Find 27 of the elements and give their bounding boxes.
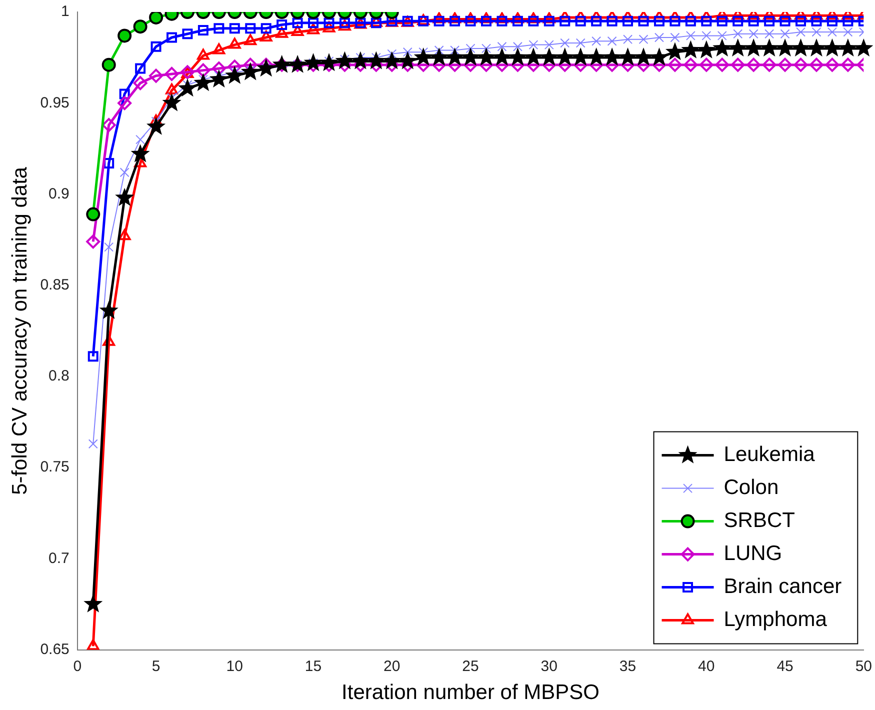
x-tick-label: 35 (619, 658, 636, 675)
x-tick-label: 30 (540, 658, 558, 675)
x-tick-label: 15 (304, 658, 322, 675)
y-tick-label: 0.95 (40, 94, 70, 112)
y-tick-label: 0.9 (48, 185, 70, 202)
x-tick-label: 20 (384, 658, 400, 675)
y-tick-label: 0.8 (48, 368, 70, 385)
legend-label: Lymphoma (724, 608, 828, 632)
x-axis-title: Iteration number of MBPSO (342, 681, 600, 704)
y-tick-label: 0.75 (40, 458, 70, 476)
y-tick-label: 0.7 (48, 550, 70, 567)
legend-label: LUNG (724, 542, 782, 566)
x-tick-label: 10 (226, 658, 243, 675)
legend-label: SRBCT (724, 509, 796, 532)
x-tick-label: 45 (776, 658, 794, 675)
x-tick-label: 5 (152, 658, 160, 675)
legend-label: Colon (724, 476, 779, 500)
y-axis-title: 5-fold CV accuracy on training data (8, 166, 32, 495)
legend-label: Leukemia (724, 443, 816, 466)
x-tick-label: 25 (462, 658, 479, 675)
y-tick-label: 0.85 (40, 276, 70, 294)
x-tick-label: 40 (698, 658, 715, 675)
legend-label: Brain cancer (724, 575, 842, 598)
x-tick-label: 50 (855, 658, 872, 675)
y-tick-label: 1 (61, 3, 70, 20)
y-tick-label: 0.65 (40, 640, 70, 658)
x-tick-label: 0 (73, 658, 82, 675)
